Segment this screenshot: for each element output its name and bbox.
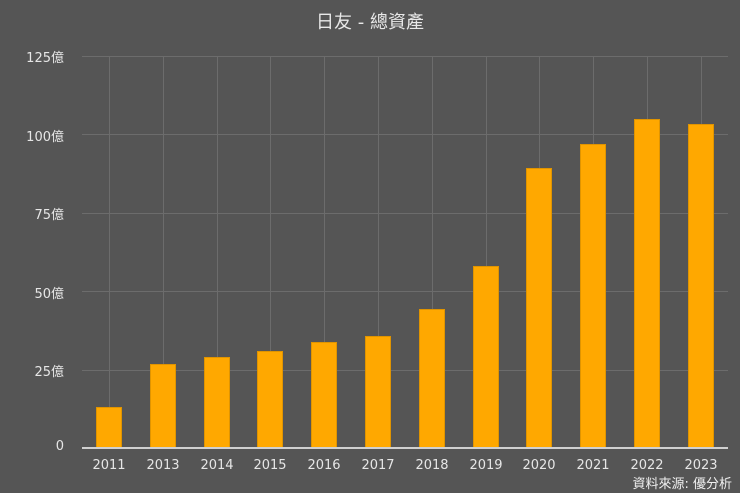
gridline-horizontal (82, 213, 728, 214)
gridline-vertical (378, 56, 379, 448)
gridline-vertical (486, 56, 487, 448)
y-tick-label: 25億 (34, 365, 64, 380)
bar-2022 (634, 119, 660, 448)
y-tick-label: 50億 (34, 287, 64, 302)
bar-2020 (526, 168, 552, 448)
x-tick-label: 2017 (361, 458, 395, 473)
gridline-vertical (217, 56, 218, 448)
data-source-note: 資料來源: 優分析 (632, 477, 732, 492)
bar-2016 (311, 342, 337, 448)
y-tick-label: 100億 (26, 130, 64, 145)
bar-2011 (96, 407, 122, 448)
bar-2019 (473, 266, 499, 448)
gridline-vertical (109, 56, 110, 448)
gridline-horizontal (82, 291, 728, 292)
y-tick-label: 0 (55, 439, 64, 454)
x-axis-line (82, 447, 728, 449)
x-tick-label: 2021 (576, 458, 610, 473)
x-tick-label: 2011 (92, 458, 126, 473)
bar-2015 (257, 351, 283, 448)
x-tick-label: 2020 (522, 458, 556, 473)
x-tick-label: 2013 (146, 458, 180, 473)
bar-2013 (150, 364, 176, 448)
x-tick-label: 2019 (469, 458, 503, 473)
y-tick-label: 75億 (34, 208, 64, 223)
bar-2014 (204, 357, 230, 448)
gridline-vertical (163, 56, 164, 448)
gridline-horizontal (82, 134, 728, 135)
x-tick-label: 2018 (415, 458, 449, 473)
x-tick-label: 2023 (684, 458, 718, 473)
bar-2018 (419, 309, 445, 448)
gridline-horizontal (82, 56, 728, 57)
chart-title: 日友 - 總資產 (316, 12, 424, 33)
x-tick-label: 2015 (253, 458, 287, 473)
gridline-horizontal (82, 370, 728, 371)
x-tick-label: 2016 (307, 458, 341, 473)
bar-2023 (688, 124, 714, 448)
gridline-vertical (270, 56, 271, 448)
bar-2021 (580, 144, 606, 448)
gridline-vertical (324, 56, 325, 448)
bar-2017 (365, 336, 391, 448)
x-tick-label: 2022 (630, 458, 664, 473)
y-tick-label: 125億 (26, 51, 64, 66)
gridline-vertical (432, 56, 433, 448)
x-tick-label: 2014 (200, 458, 234, 473)
